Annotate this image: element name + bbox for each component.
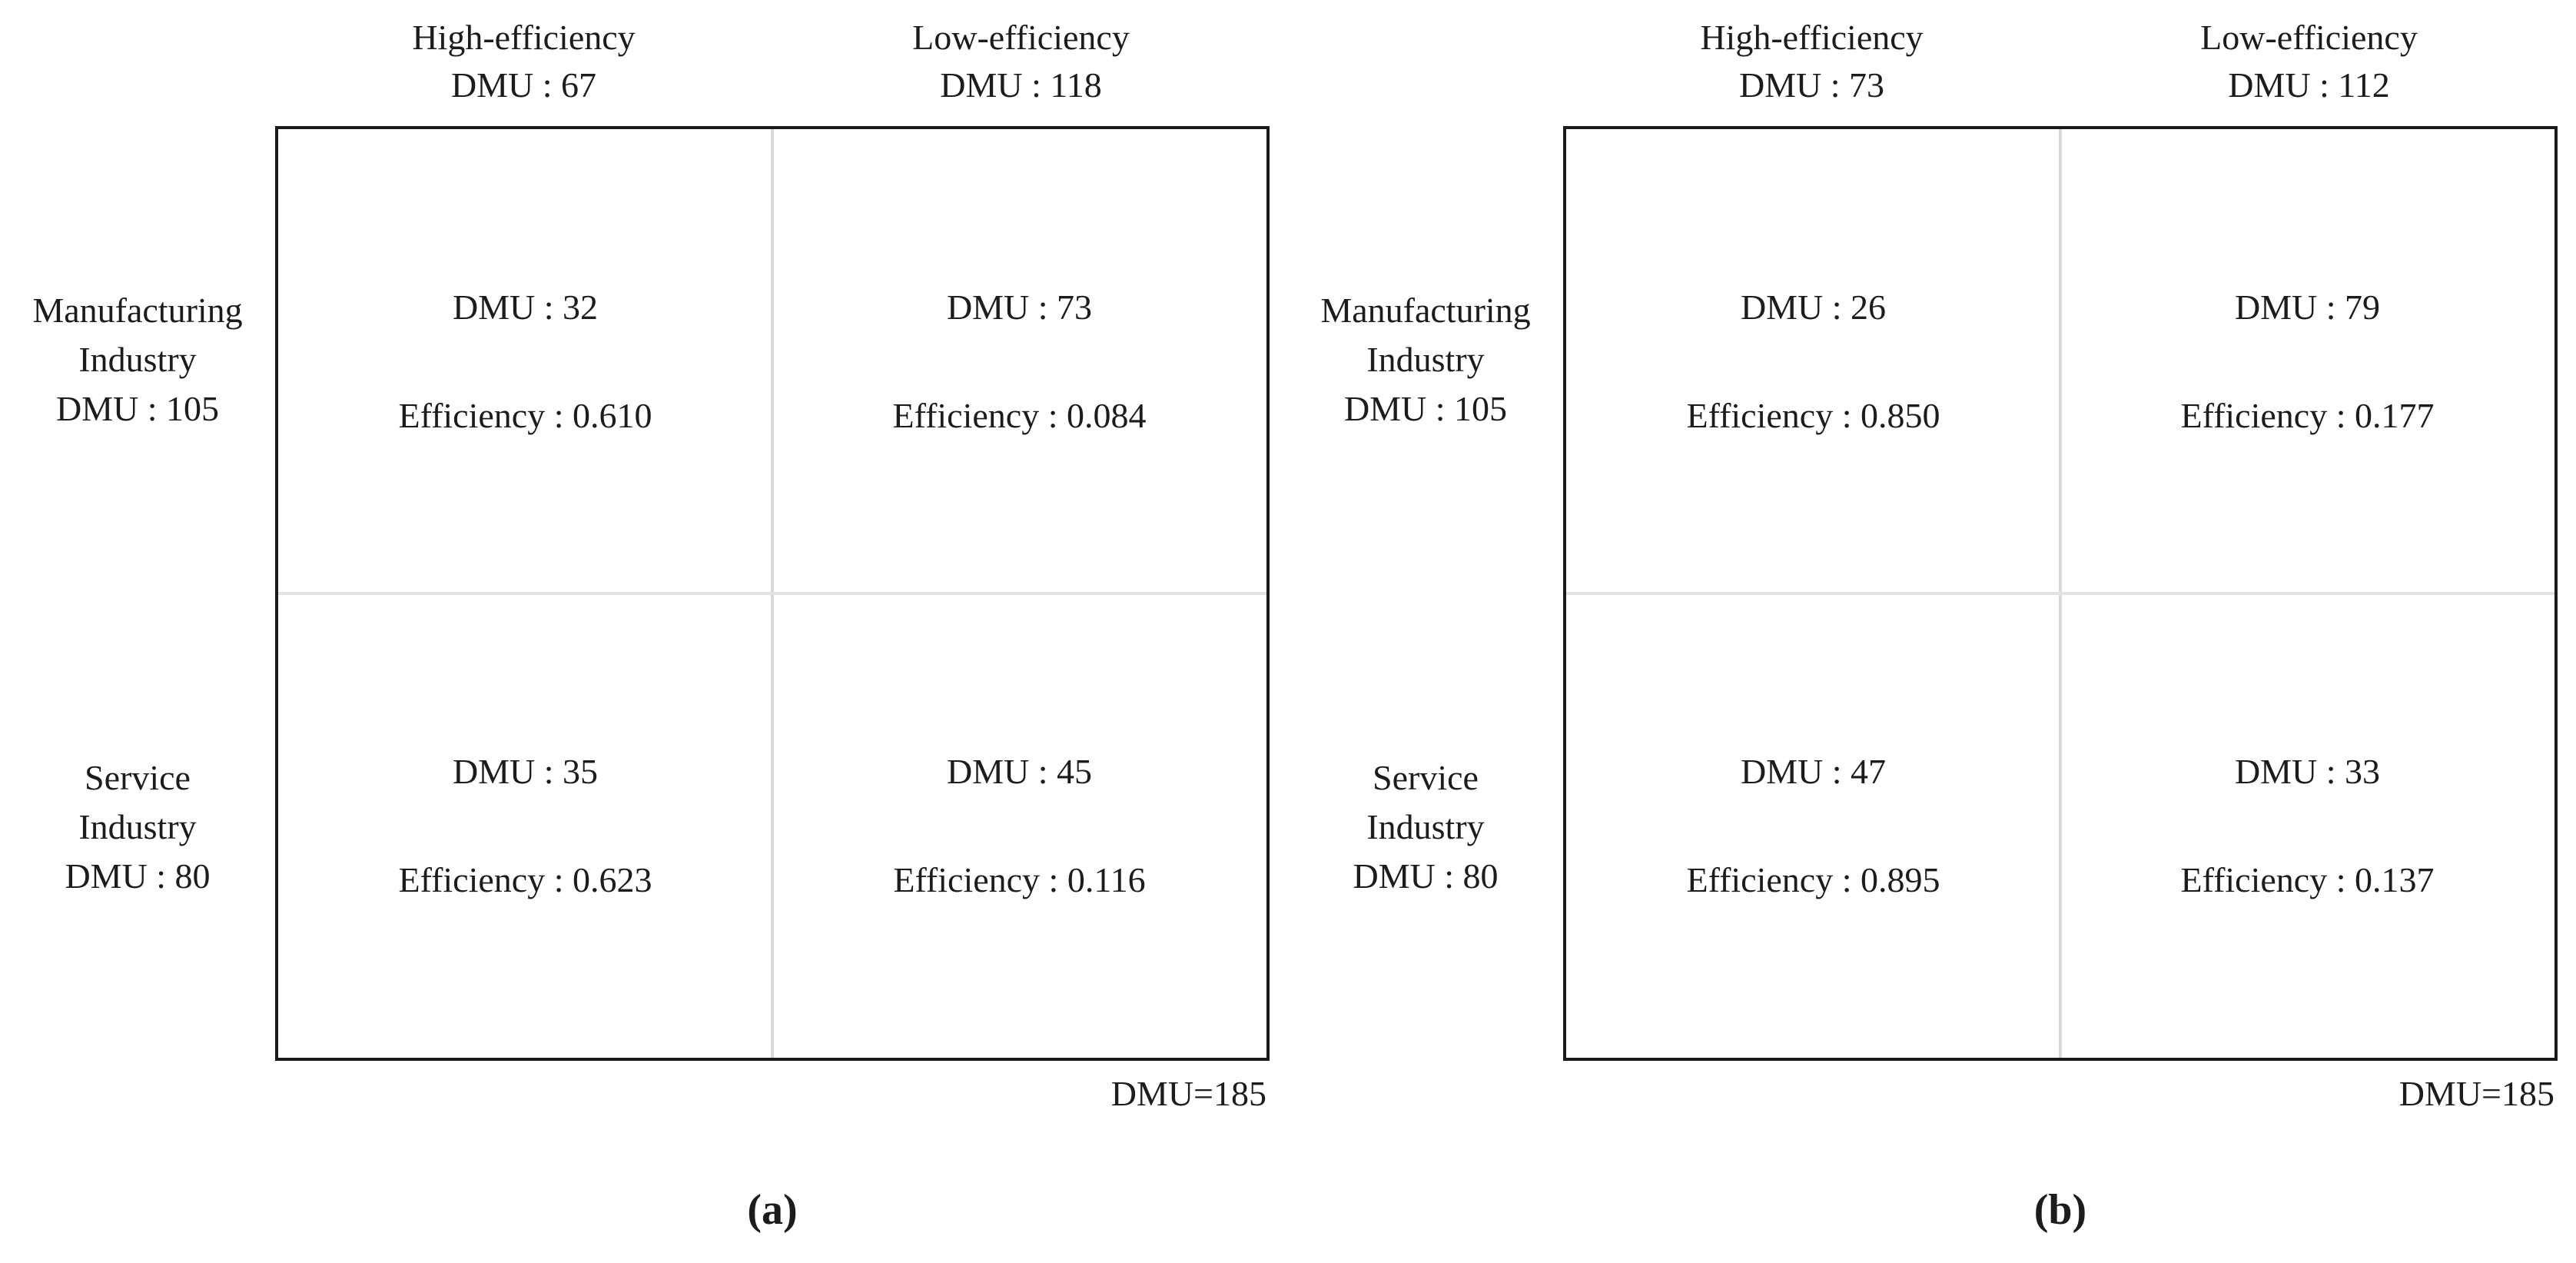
row-header-manufacturing: Manufacturing Industry DMU : 105	[0, 126, 275, 593]
row-header-line: Industry	[78, 807, 197, 846]
panel-caption: (a)	[747, 1186, 798, 1234]
panel-b: High-efficiency DMU : 73 Low-efficiency …	[1288, 0, 2576, 1263]
column-header-title: High-efficiency	[1700, 18, 1924, 57]
cell-efficiency-value: Efficiency : 0.116	[893, 860, 1146, 899]
column-header-dmu-count: DMU : 67	[450, 65, 597, 105]
cell-dmu-value: DMU : 73	[946, 287, 1093, 327]
column-header-low-efficiency: Low-efficiency DMU : 112	[2060, 5, 2558, 118]
row-header-dmu-count: DMU : 80	[1353, 856, 1499, 896]
quadrant-cell-manufacturing-high: DMU : 26 Efficiency : 0.850	[1566, 129, 2060, 593]
cell-efficiency-value: Efficiency : 0.610	[398, 396, 652, 435]
cell-dmu-value: DMU : 79	[2234, 287, 2381, 327]
row-header-line: Industry	[1366, 340, 1485, 379]
column-header-high-efficiency: High-efficiency DMU : 67	[275, 5, 772, 118]
cell-efficiency-value: Efficiency : 0.850	[1686, 396, 1940, 435]
column-header-dmu-count: DMU : 73	[1738, 65, 1885, 105]
cell-efficiency-value: Efficiency : 0.623	[398, 860, 652, 899]
quadrant-cell-service-high: DMU : 35 Efficiency : 0.623	[278, 593, 772, 1058]
horizontal-divider-line	[1566, 592, 2554, 595]
matrix-grid-box: DMU : 32 Efficiency : 0.610 DMU : 73 Eff…	[275, 126, 1270, 1061]
total-dmu-label: DMU=185	[2398, 1074, 2554, 1113]
quadrant-cell-service-low: DMU : 45 Efficiency : 0.116	[772, 593, 1266, 1058]
column-header-title: Low-efficiency	[2200, 18, 2418, 57]
cell-efficiency-value: Efficiency : 0.895	[1686, 860, 1940, 899]
column-header-high-efficiency: High-efficiency DMU : 73	[1563, 5, 2060, 118]
row-header-line: Industry	[1366, 807, 1485, 846]
row-header-dmu-count: DMU : 105	[55, 389, 220, 428]
quadrant-cell-manufacturing-high: DMU : 32 Efficiency : 0.610	[278, 129, 772, 593]
row-header-line: Service	[1373, 758, 1479, 797]
column-header-title: Low-efficiency	[912, 18, 1130, 57]
matrix-grid-box: DMU : 26 Efficiency : 0.850 DMU : 79 Eff…	[1563, 126, 2558, 1061]
row-header-line: Manufacturing	[32, 291, 243, 330]
cell-dmu-value: DMU : 32	[452, 287, 599, 327]
cell-dmu-value: DMU : 35	[452, 752, 599, 791]
row-header-line: Manufacturing	[1320, 291, 1531, 330]
panel-a: High-efficiency DMU : 67 Low-efficiency …	[0, 5, 1270, 1234]
cell-dmu-value: DMU : 47	[1740, 752, 1887, 791]
column-header-low-efficiency: Low-efficiency DMU : 118	[772, 5, 1270, 118]
row-header-line: Service	[85, 758, 191, 797]
horizontal-divider-line	[278, 592, 1266, 595]
row-header-service: Service Industry DMU : 80	[1288, 593, 1563, 1061]
row-header-line: Industry	[78, 340, 197, 379]
row-header-manufacturing: Manufacturing Industry DMU : 105	[1288, 126, 1563, 593]
cell-dmu-value: DMU : 45	[946, 752, 1093, 791]
cell-dmu-value: DMU : 26	[1740, 287, 1887, 327]
row-header-dmu-count: DMU : 80	[65, 856, 211, 896]
quadrant-cell-manufacturing-low: DMU : 73 Efficiency : 0.084	[772, 129, 1266, 593]
cell-efficiency-value: Efficiency : 0.177	[2180, 396, 2435, 435]
total-dmu-label: DMU=185	[1110, 1074, 1266, 1113]
column-header-dmu-count: DMU : 112	[2228, 65, 2390, 105]
cell-efficiency-value: Efficiency : 0.137	[2180, 860, 2435, 899]
row-header-dmu-count: DMU : 105	[1343, 389, 1508, 428]
quadrant-cell-service-high: DMU : 47 Efficiency : 0.895	[1566, 593, 2060, 1058]
row-header-service: Service Industry DMU : 80	[0, 593, 275, 1061]
column-header-title: High-efficiency	[412, 18, 636, 57]
cell-dmu-value: DMU : 33	[2234, 752, 2381, 791]
quadrant-cell-manufacturing-low: DMU : 79 Efficiency : 0.177	[2060, 129, 2554, 593]
column-header-dmu-count: DMU : 118	[940, 65, 1102, 105]
cell-efficiency-value: Efficiency : 0.084	[892, 396, 1147, 435]
quadrant-cell-service-low: DMU : 33 Efficiency : 0.137	[2060, 593, 2554, 1058]
panel-caption: (b)	[2033, 1186, 2087, 1234]
